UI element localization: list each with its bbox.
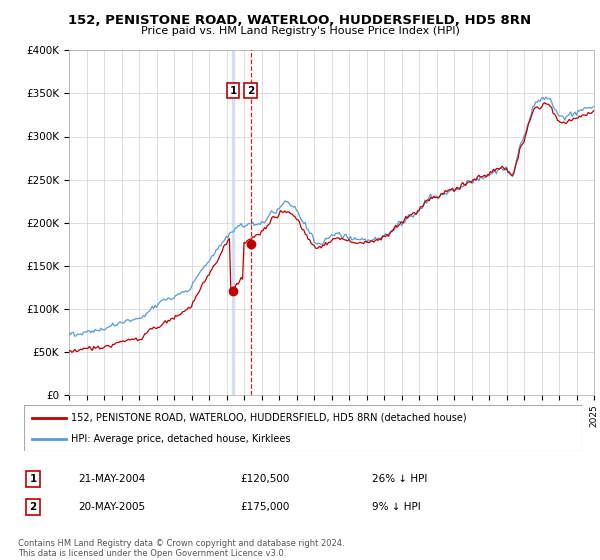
Text: 1: 1	[29, 474, 37, 484]
Text: 9% ↓ HPI: 9% ↓ HPI	[372, 502, 421, 512]
Text: 21-MAY-2004: 21-MAY-2004	[78, 474, 145, 484]
Text: £175,000: £175,000	[240, 502, 289, 512]
Bar	[232, 50, 234, 395]
Text: 26% ↓ HPI: 26% ↓ HPI	[372, 474, 427, 484]
FancyBboxPatch shape	[24, 405, 582, 451]
Text: Price paid vs. HM Land Registry's House Price Index (HPI): Price paid vs. HM Land Registry's House …	[140, 26, 460, 36]
Text: 1: 1	[230, 86, 237, 96]
Text: 20-MAY-2005: 20-MAY-2005	[78, 502, 145, 512]
Text: HPI: Average price, detached house, Kirklees: HPI: Average price, detached house, Kirk…	[71, 434, 291, 444]
Text: 152, PENISTONE ROAD, WATERLOO, HUDDERSFIELD, HD5 8RN (detached house): 152, PENISTONE ROAD, WATERLOO, HUDDERSFI…	[71, 413, 467, 423]
Text: 152, PENISTONE ROAD, WATERLOO, HUDDERSFIELD, HD5 8RN: 152, PENISTONE ROAD, WATERLOO, HUDDERSFI…	[68, 14, 532, 27]
Text: £120,500: £120,500	[240, 474, 289, 484]
Text: Contains HM Land Registry data © Crown copyright and database right 2024.: Contains HM Land Registry data © Crown c…	[18, 539, 344, 548]
Text: 2: 2	[29, 502, 37, 512]
Text: 2: 2	[247, 86, 254, 96]
Text: This data is licensed under the Open Government Licence v3.0.: This data is licensed under the Open Gov…	[18, 549, 286, 558]
